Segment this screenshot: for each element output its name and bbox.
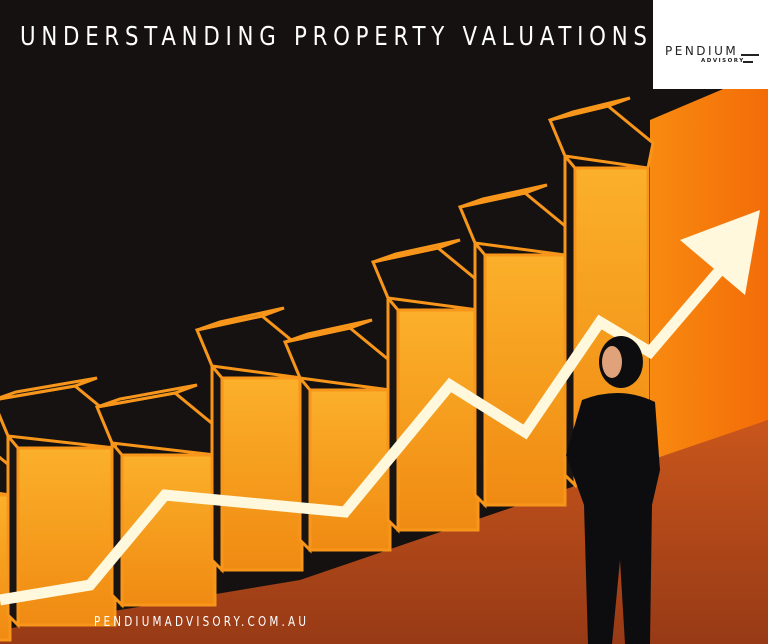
logo-dash xyxy=(741,54,759,56)
bar-top-block-6 xyxy=(457,191,572,257)
bar-top-block-7 xyxy=(547,104,655,170)
orange-wall xyxy=(650,70,768,470)
trend-arrow-head xyxy=(680,210,760,295)
bar-top-block-4 xyxy=(282,326,397,392)
bar-top-face-5 xyxy=(372,238,461,264)
bar-side-2 xyxy=(110,438,124,609)
bar-side-6 xyxy=(473,238,487,509)
website-url[interactable]: PENDIUMADVISORY.COM.AU xyxy=(94,615,310,630)
bar-top-block-2 xyxy=(94,391,222,457)
bar-top-face-6 xyxy=(459,183,548,209)
bar-front-6 xyxy=(483,253,567,507)
bar-top-face-7 xyxy=(549,96,631,122)
logo-name: PENDIUM xyxy=(665,44,739,58)
floor xyxy=(0,420,768,644)
bar-top-face-1 xyxy=(0,376,98,401)
bar-top-face-2 xyxy=(96,383,198,409)
bar-front-5 xyxy=(396,308,480,532)
bar-side-1 xyxy=(6,431,20,629)
bar-side-4 xyxy=(298,373,312,554)
bar-side-5 xyxy=(386,293,400,534)
logo-dash-small xyxy=(743,61,753,63)
bar-top-block-1 xyxy=(0,384,122,450)
bar-top-face-4 xyxy=(284,318,373,344)
bar-front-3 xyxy=(220,376,304,572)
pendium-advisory-logo[interactable]: PENDIUM ADVISORY xyxy=(653,0,768,89)
logo-sub: ADVISORY xyxy=(701,58,745,64)
bar-top-block-5 xyxy=(370,246,485,312)
page-title: UNDERSTANDING PROPERTY VALUATIONS xyxy=(20,22,653,52)
bar-side-3 xyxy=(210,361,224,574)
bar-top-block-3 xyxy=(194,314,309,380)
bar-top-face-3 xyxy=(196,306,285,332)
